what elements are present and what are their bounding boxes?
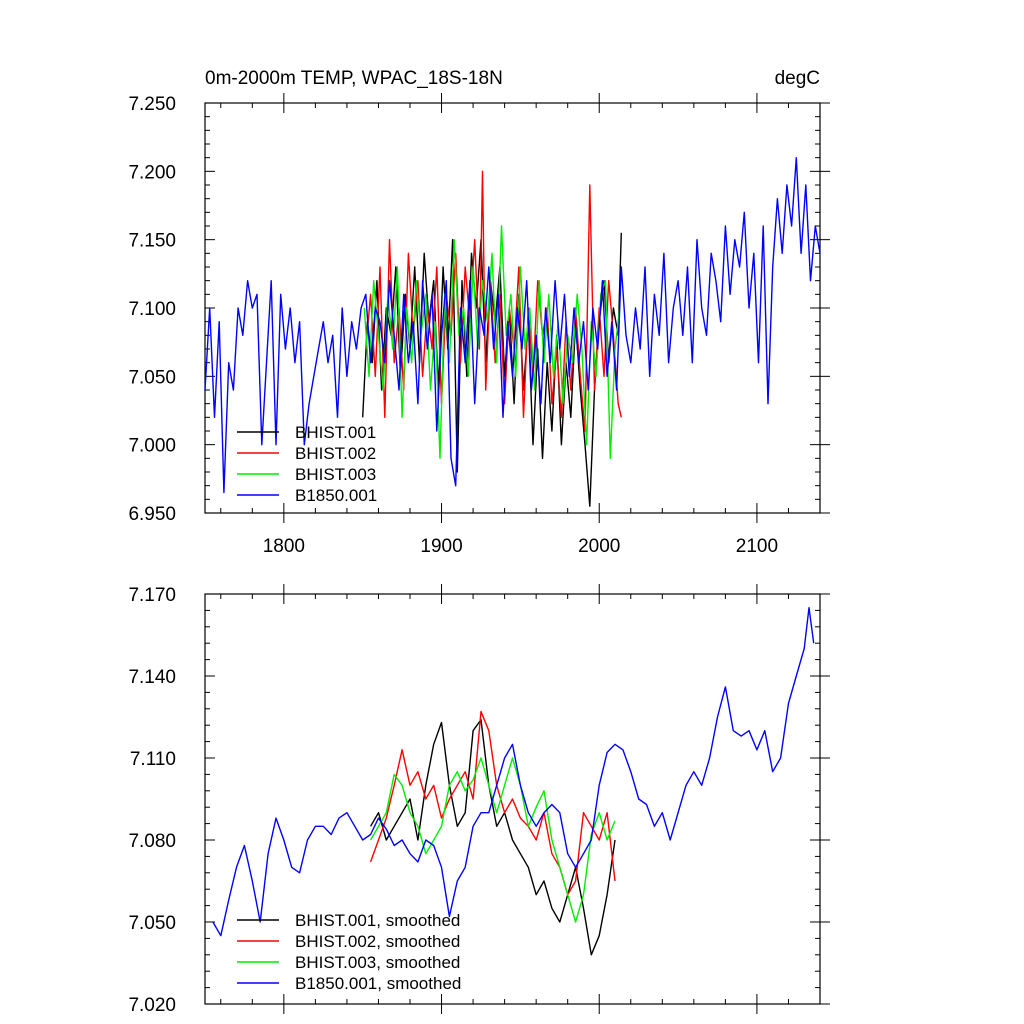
legend-label: BHIST.003 bbox=[295, 465, 376, 484]
y-tick-label: 7.140 bbox=[128, 667, 176, 688]
x-tick-label: 1800 bbox=[263, 536, 305, 557]
series-line-2 bbox=[369, 757, 616, 923]
y-tick-label: 7.100 bbox=[128, 299, 176, 320]
y-tick-label: 7.200 bbox=[128, 162, 176, 183]
y-tick-label: 7.170 bbox=[128, 585, 176, 606]
series-line-0 bbox=[369, 719, 616, 956]
y-tick-label: 6.950 bbox=[128, 504, 176, 525]
y-tick-label: 7.000 bbox=[128, 436, 176, 457]
bottom-panel: 7.020 7.050 7.080 7.110 7.140 7.170 BHIST.001… bbox=[128, 584, 830, 1016]
bottom-series bbox=[212, 607, 815, 956]
y-tick-label: 7.050 bbox=[128, 913, 176, 934]
top-panel: 0m-2000m TEMP, WPAC_18S-18N degC 1800 190… bbox=[128, 68, 830, 557]
x-tick-label: 2100 bbox=[736, 536, 778, 557]
x-tick-label: 2000 bbox=[578, 536, 620, 557]
series-line-2 bbox=[363, 225, 621, 459]
bottom-plot-frame bbox=[204, 593, 821, 1005]
y-tick-label: 7.110 bbox=[130, 749, 176, 770]
legend-label: BHIST.003, smoothed bbox=[295, 953, 460, 972]
legend-label: B1850.001, smoothed bbox=[295, 974, 461, 993]
x-tick-label: 1900 bbox=[420, 536, 462, 557]
top-x-axis: 1800 1900 2000 2100 bbox=[220, 93, 821, 557]
series-line-3 bbox=[212, 607, 815, 937]
top-legend: BHIST.001 BHIST.002 BHIST.003 B1850.001 bbox=[237, 423, 377, 505]
legend-label: BHIST.001, smoothed bbox=[295, 911, 460, 930]
series-line-3 bbox=[204, 156, 821, 494]
legend-label: B1850.001 bbox=[295, 486, 377, 505]
y-tick-label: 7.250 bbox=[128, 94, 176, 115]
y-tick-label: 7.050 bbox=[128, 367, 176, 388]
legend-label: BHIST.001 bbox=[295, 423, 376, 442]
bottom-legend: BHIST.001, smoothed BHIST.002, smoothed BH… bbox=[237, 911, 461, 993]
top-series bbox=[204, 156, 821, 507]
series-line-1 bbox=[365, 170, 622, 432]
top-y-axis: 6.950 7.000 7.050 7.100 7.150 7.200 7.250 bbox=[128, 94, 830, 525]
y-tick-label: 7.020 bbox=[128, 995, 176, 1016]
y-tick-label: 7.080 bbox=[128, 831, 176, 852]
legend-label: BHIST.002 bbox=[295, 444, 376, 463]
legend-label: BHIST.002, smoothed bbox=[295, 932, 460, 951]
top-units: degC bbox=[775, 68, 820, 89]
y-tick-label: 7.150 bbox=[128, 231, 176, 252]
top-title: 0m-2000m TEMP, WPAC_18S-18N bbox=[205, 68, 503, 89]
bottom-y-axis: 7.020 7.050 7.080 7.110 7.140 7.170 bbox=[128, 585, 830, 1016]
series-line-1 bbox=[369, 710, 616, 896]
bottom-x-axis bbox=[220, 584, 821, 1014]
